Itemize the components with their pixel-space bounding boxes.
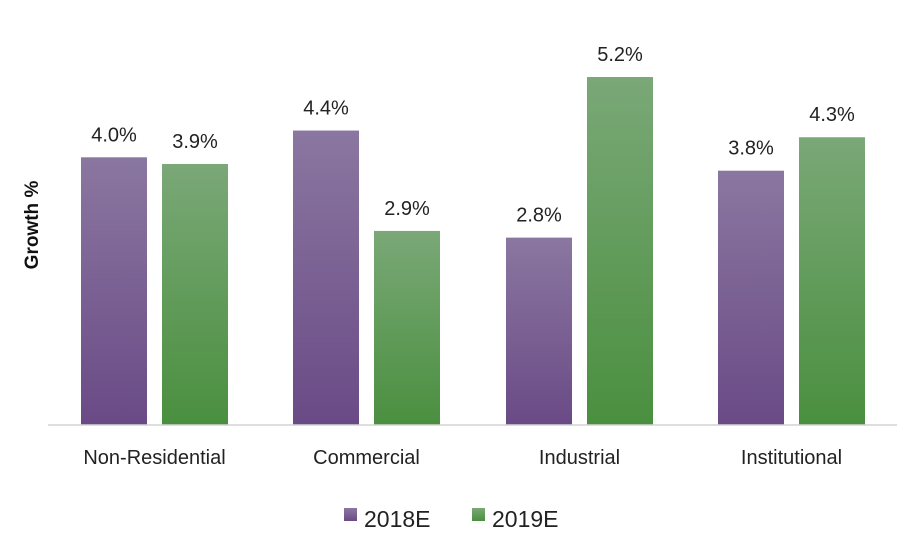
category-labels-layer: Non-Residential Commercial Industrial Insti… (83, 447, 842, 469)
data-label-2019E-institutional: 4.3% (809, 104, 855, 126)
data-label-2018E-non-residential: 4.0% (91, 124, 137, 146)
legend: 2018E 2019E (344, 506, 559, 532)
category-label-commercial: Commercial (313, 447, 420, 469)
legend-label-2019E: 2019E (492, 506, 559, 532)
bar-2018E-institutional (718, 170, 784, 425)
bar-2019E-institutional (799, 137, 865, 425)
data-label-2018E-industrial: 2.8% (516, 205, 562, 227)
y-axis-title: Growth % (22, 181, 43, 270)
bar-2019E-commercial (374, 230, 440, 425)
category-label-institutional: Institutional (741, 447, 842, 469)
data-label-2019E-non-residential: 3.9% (172, 131, 218, 153)
bar-2019E-non-residential (162, 164, 228, 425)
legend-swatch-2019E (472, 508, 485, 521)
legend-swatch-2018E (344, 508, 357, 521)
data-label-2019E-commercial: 2.9% (384, 198, 430, 220)
data-label-2018E-institutional: 3.8% (728, 138, 774, 160)
bar-2019E-industrial (587, 77, 653, 425)
legend-label-2018E: 2018E (364, 506, 431, 532)
bars-layer (81, 77, 865, 426)
bar-2018E-commercial (293, 130, 359, 426)
data-labels-layer: 4.0% 3.9% 4.4% 2.9% 2.8% 5.2% 3.8% 4.3% (91, 44, 855, 227)
data-label-2019E-industrial: 5.2% (597, 44, 643, 66)
category-label-industrial: Industrial (539, 447, 620, 469)
data-label-2018E-commercial: 4.4% (303, 98, 349, 120)
category-label-non-residential: Non-Residential (83, 447, 225, 469)
bar-2018E-industrial (506, 237, 572, 425)
bar-2018E-non-residential (81, 157, 147, 426)
